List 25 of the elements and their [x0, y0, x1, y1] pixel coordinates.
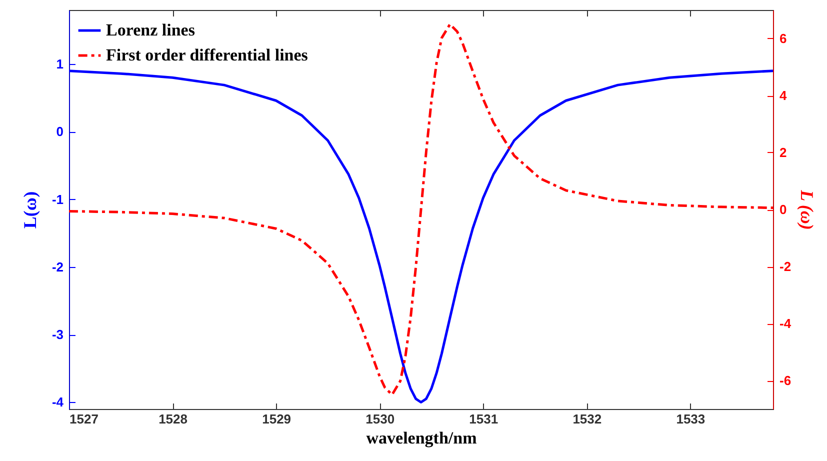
x-tick-label: 1527: [70, 412, 98, 426]
x-tick-label: 1532: [572, 412, 602, 426]
legend-label: First order differential lines: [106, 46, 308, 64]
y-tick-label: -3: [52, 327, 64, 342]
y-tick-label: -1: [52, 192, 64, 207]
x-tick-label: 1530: [366, 412, 395, 426]
y-tick-label: -4: [52, 394, 64, 410]
x-tick-label: 1529: [262, 412, 292, 426]
y-tick-label: 1: [56, 56, 64, 72]
y-tick-label: -2: [52, 259, 64, 274]
y2-tick-label: -4: [780, 316, 792, 331]
y2-tick-label: -2: [780, 259, 792, 274]
x-axis-title: wavelength/nm: [366, 428, 477, 448]
y2-tick-label: -6: [780, 373, 792, 388]
x-tick-label: 1533: [676, 412, 706, 426]
y2-tick-label: 2: [780, 145, 787, 160]
x-tick-label: 1531: [469, 412, 498, 426]
y-axis-title: L(ω): [20, 191, 40, 229]
y-tick-label: 0: [56, 124, 64, 140]
legend-label: Lorenz lines: [106, 20, 196, 40]
y2-tick-label: 6: [780, 31, 787, 46]
y2-tick-label: 0: [780, 202, 787, 217]
y2-tick-label: 4: [780, 88, 788, 103]
y2-axis-title: L (ω): [797, 189, 818, 230]
x-tick-label: 1528: [158, 412, 188, 426]
